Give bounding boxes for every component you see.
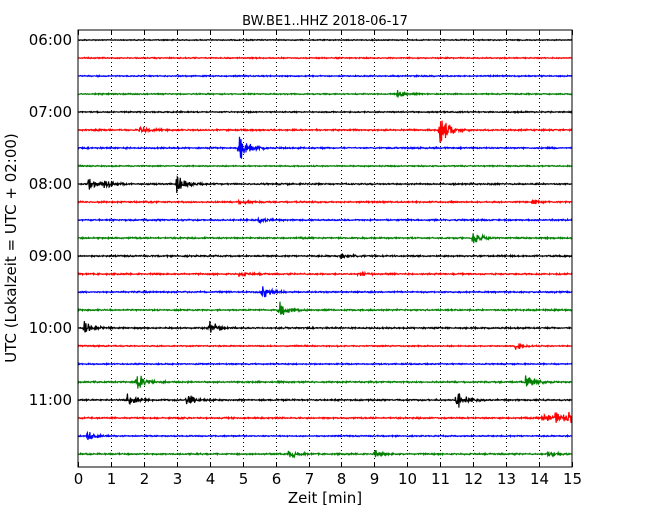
x-tick-label: 8 [337, 470, 347, 488]
trace-line [77, 164, 573, 168]
y-tick-label: 10:00 [29, 319, 72, 337]
y-tick-label: 06:00 [29, 31, 72, 49]
trace-line [77, 270, 573, 278]
trace-line [77, 393, 573, 408]
trace-line [78, 175, 572, 194]
trace-line [77, 136, 573, 159]
plot-frame [77, 29, 573, 468]
trace-line [77, 301, 573, 316]
trace-group [77, 38, 573, 459]
trace-line [77, 286, 573, 298]
trace-line [77, 38, 573, 42]
y-tick-label: 11:00 [29, 391, 72, 409]
x-tick-label: 10 [398, 470, 417, 488]
trace-line [77, 198, 573, 206]
x-tick-label: 6 [272, 470, 282, 488]
x-tick-label: 4 [206, 470, 216, 488]
trace-line [77, 90, 572, 99]
trace-line [77, 233, 573, 244]
x-tick-label: 3 [173, 470, 183, 488]
x-tick-label: 0 [74, 470, 84, 488]
trace-line [77, 449, 573, 459]
trace-line [77, 430, 573, 441]
x-tick-label: 14 [530, 470, 549, 488]
trace-line [77, 216, 573, 225]
x-tick-label: 15 [563, 470, 582, 488]
y-tick-label: 08:00 [29, 175, 72, 193]
y-tick-label: 09:00 [29, 247, 72, 265]
x-tick-label: 7 [305, 470, 315, 488]
trace-line [78, 55, 573, 60]
chart-title: BW.BE1..HHZ 2018-06-17 [242, 14, 408, 29]
x-tick-label: 9 [370, 470, 380, 488]
x-tick-label: 12 [464, 470, 483, 488]
x-tick-label: 5 [239, 470, 249, 488]
x-tick-label: 13 [497, 470, 516, 488]
axis-ticks: 0 1 2 3 4 5 6 7 8 9 10 11 12 13 14 1506:0007:0008:0009:… [29, 30, 582, 488]
x-tick-label: 1 [107, 470, 117, 488]
trace-line [77, 109, 573, 115]
trace-line [77, 342, 573, 350]
trace-line [77, 320, 572, 333]
x-tick-label: 11 [431, 470, 450, 488]
y-tick-label: 07:00 [29, 103, 72, 121]
trace-line [77, 375, 573, 389]
trace-line [77, 253, 573, 260]
trace-line [77, 120, 573, 143]
vertical-grid [111, 30, 540, 467]
trace-line [77, 73, 573, 78]
trace-line [77, 361, 573, 367]
x-tick-label: 2 [140, 470, 150, 488]
x-axis-label: Zeit [min] [288, 489, 362, 507]
trace-line [77, 411, 573, 423]
y-axis-label: UTC (Lokalzeit = UTC + 02:00) [2, 133, 20, 363]
